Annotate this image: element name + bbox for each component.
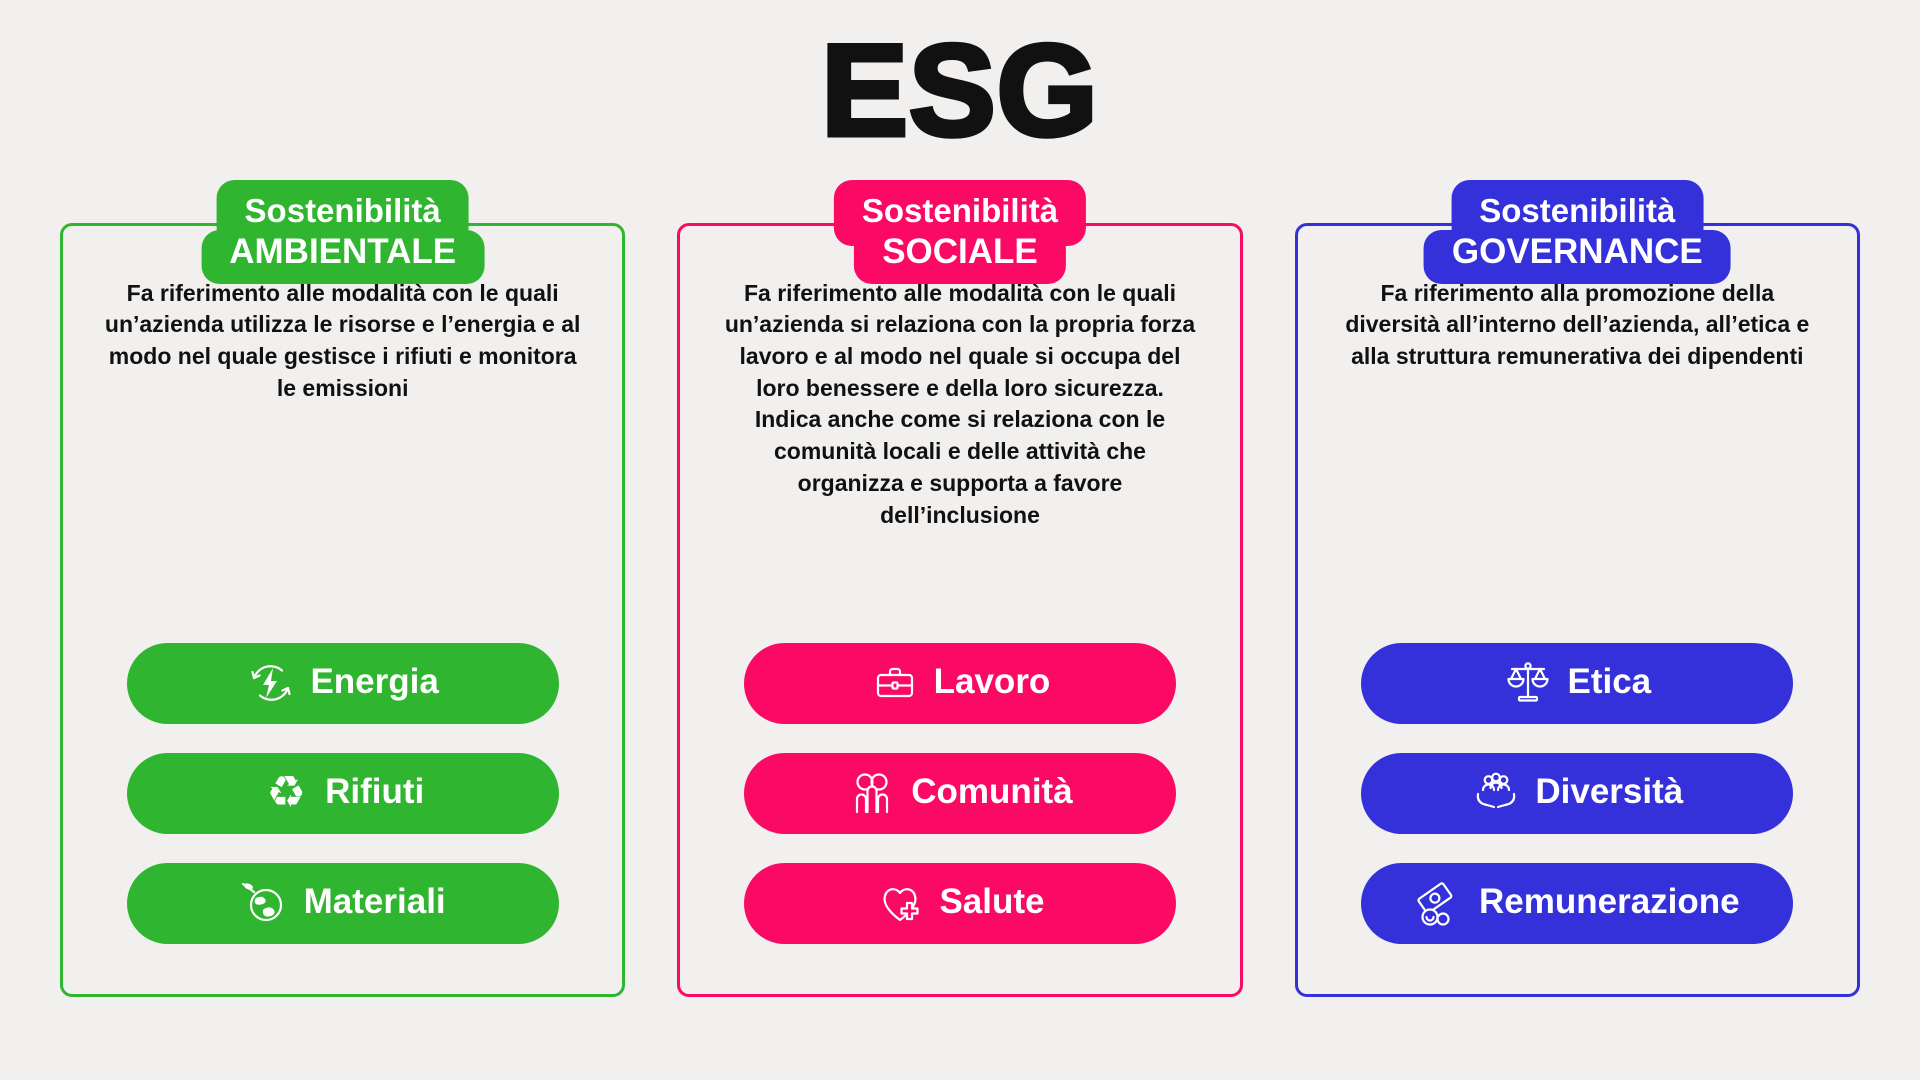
pill-diversita: Diversità	[1361, 752, 1794, 834]
card-governance: Sostenibilità GOVERNANCE Fa riferimento …	[1294, 179, 1860, 997]
pill-energia: Energia	[126, 642, 559, 724]
pill-label: Materiali	[303, 881, 446, 921]
badge-sociale: Sostenibilità SOCIALE	[833, 179, 1087, 284]
pill-salute: Salute	[743, 862, 1176, 944]
energy-cycle-icon	[246, 658, 296, 708]
pill-label: Salute	[939, 881, 1045, 921]
pill-label: Rifiuti	[325, 771, 425, 811]
badge-line2: GOVERNANCE	[1423, 229, 1731, 284]
pill-list-ambientale: Energia ♻ Rifiuti Materiali	[63, 642, 622, 944]
recycle-icon: ♻	[266, 767, 306, 818]
page-title: ESG	[819, 17, 1101, 163]
card-sociale: Sostenibilità SOCIALE Fa riferimento all…	[677, 179, 1243, 997]
globe-leaf-icon	[240, 878, 290, 928]
pill-remunerazione: Remunerazione	[1361, 862, 1794, 944]
card-ambientale: Sostenibilità AMBIENTALE Fa riferimento …	[60, 179, 626, 997]
heart-plus-icon	[875, 878, 925, 928]
badge-governance: Sostenibilità GOVERNANCE	[1423, 179, 1731, 284]
pill-etica: Etica	[1361, 642, 1794, 724]
pill-materiali: Materiali	[126, 862, 559, 944]
pill-label: Remunerazione	[1479, 881, 1740, 921]
pill-label: Diversità	[1535, 771, 1684, 811]
badge-ambientale: Sostenibilità AMBIENTALE	[201, 179, 485, 284]
description-governance: Fa riferimento alla promozione della div…	[1345, 279, 1810, 369]
balance-scale-icon	[1503, 658, 1553, 708]
pill-rifiuti: ♻ Rifiuti	[126, 752, 559, 834]
description-ambientale: Fa riferimento alle modalità con le qual…	[104, 279, 581, 401]
cards-row: Sostenibilità AMBIENTALE Fa riferimento …	[0, 179, 1920, 997]
briefcase-icon	[870, 658, 920, 708]
money-icon	[1415, 878, 1465, 928]
pill-label: Lavoro	[933, 661, 1051, 701]
raised-hands-icon	[847, 768, 897, 818]
pill-list-governance: Etica Diversità	[1298, 642, 1857, 944]
pill-lavoro: Lavoro	[743, 642, 1176, 724]
pill-label: Energia	[310, 661, 439, 701]
inclusion-hands-icon	[1471, 768, 1521, 818]
badge-line2: AMBIENTALE	[201, 229, 485, 284]
badge-line2: SOCIALE	[854, 229, 1066, 284]
pill-comunita: Comunità	[743, 752, 1176, 834]
pill-label: Comunità	[911, 771, 1073, 811]
pill-list-sociale: Lavoro Comunità	[680, 642, 1239, 944]
description-sociale: Fa riferimento alle modalità con le qual…	[724, 279, 1196, 528]
pill-label: Etica	[1567, 661, 1652, 701]
